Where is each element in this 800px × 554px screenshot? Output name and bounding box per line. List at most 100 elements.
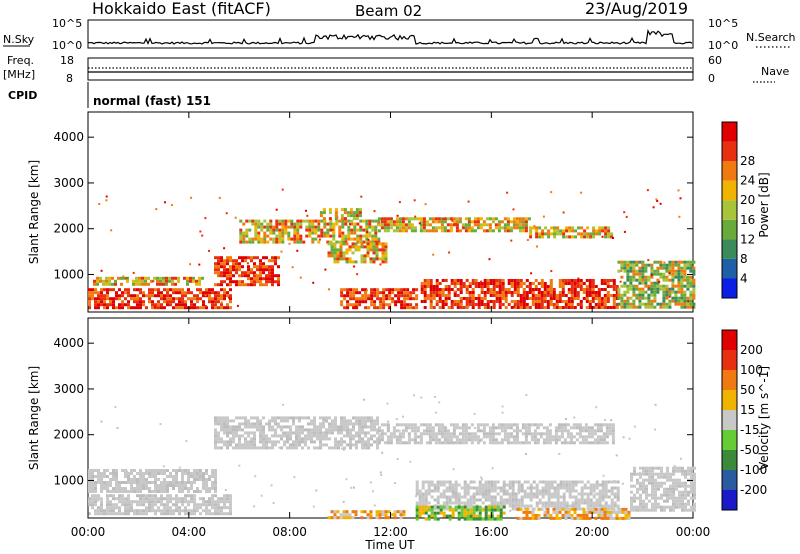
velocity-cell <box>91 503 94 507</box>
power-cell <box>311 225 315 229</box>
velocity-cell <box>587 432 591 436</box>
velocity-cell <box>211 475 214 478</box>
velocity-cell <box>157 500 160 504</box>
velocity-cell <box>639 493 642 497</box>
colorbar-swatch <box>722 258 737 279</box>
power-cell <box>242 237 246 241</box>
velocity-cell <box>184 509 187 513</box>
power-cell <box>455 229 459 233</box>
power-cell <box>647 263 651 267</box>
power-cell <box>400 300 404 304</box>
power-cell <box>573 297 577 300</box>
velocity-cell <box>202 478 205 481</box>
velocity-cell <box>448 495 452 499</box>
power-cell <box>159 279 162 283</box>
power-cell <box>340 303 344 307</box>
velocity-cell <box>578 435 582 439</box>
velocity-cell <box>369 516 373 520</box>
velocity-cell <box>687 493 690 497</box>
velocity-cell <box>484 517 488 521</box>
velocity-cell <box>286 434 289 438</box>
velocity-cell <box>112 469 115 472</box>
power-cell <box>471 288 475 291</box>
power-cell <box>121 306 124 310</box>
velocity-cell <box>530 423 534 427</box>
velocity-cell <box>639 508 642 512</box>
velocity-cell <box>178 500 181 504</box>
power-cell <box>543 294 547 297</box>
velocity-cell <box>603 516 607 520</box>
velocity-cell <box>602 438 606 442</box>
power-cell <box>368 240 372 244</box>
power-cell <box>555 303 559 306</box>
power-cell <box>272 237 276 241</box>
power-cell <box>371 219 375 223</box>
velocity-cell <box>666 496 669 500</box>
power-cell <box>483 294 487 297</box>
power-cell <box>208 291 211 295</box>
power-cell <box>281 225 285 229</box>
velocity-cell <box>616 498 620 502</box>
velocity-cell <box>630 475 633 479</box>
velocity-cell <box>687 499 690 503</box>
velocity-cell <box>184 472 187 475</box>
velocity-cell <box>445 507 449 511</box>
velocity-cell <box>88 472 91 475</box>
velocity-cell <box>407 435 411 439</box>
power-cell <box>373 210 376 213</box>
velocity-cell <box>301 437 304 441</box>
velocity-cell <box>627 510 631 514</box>
power-cell <box>482 223 486 227</box>
power-cell <box>348 260 352 264</box>
velocity-cell <box>160 497 163 501</box>
velocity-cell <box>298 428 301 432</box>
velocity-cell <box>280 428 283 432</box>
velocity-cell <box>346 443 349 447</box>
power-cell <box>568 235 572 239</box>
velocity-cell <box>304 437 307 441</box>
velocity-cell <box>425 429 429 433</box>
velocity-cell <box>106 500 109 504</box>
power-cell <box>262 256 265 260</box>
velocity-cell <box>651 466 654 470</box>
velocity-cell <box>558 510 562 514</box>
velocity-cell <box>478 486 482 490</box>
power-cell <box>157 294 160 298</box>
power-cell <box>683 305 687 309</box>
velocity-cell <box>265 434 268 438</box>
power-cell <box>632 278 636 282</box>
power-cell <box>429 306 433 309</box>
power-cell <box>187 291 190 295</box>
velocity-cell <box>675 487 678 491</box>
velocity-cell <box>461 423 465 427</box>
velocity-cell <box>205 506 208 510</box>
velocity-cell <box>124 506 127 510</box>
power-cell <box>441 291 445 294</box>
power-cell <box>626 290 630 294</box>
power-cell <box>453 285 457 288</box>
power-cell <box>653 260 657 264</box>
velocity-cell <box>232 446 235 450</box>
velocity-cell <box>482 441 486 445</box>
velocity-cell <box>214 481 217 484</box>
velocity-cell <box>424 505 428 509</box>
velocity-cell <box>603 507 607 511</box>
velocity-cell <box>295 446 298 450</box>
power-cell <box>680 269 684 273</box>
velocity-cell <box>666 499 669 503</box>
velocity-cell <box>606 516 610 520</box>
power-cell <box>323 222 327 226</box>
velocity-cell <box>472 505 476 509</box>
velocity-cell <box>337 425 340 429</box>
power-cell <box>686 278 690 282</box>
power-cell <box>455 223 459 227</box>
velocity-cell <box>322 434 325 438</box>
velocity-cell <box>544 492 548 496</box>
power-cell <box>432 253 435 256</box>
velocity-cell <box>518 429 522 433</box>
velocity-cell <box>424 495 428 499</box>
power-cell <box>391 297 395 301</box>
velocity-cell <box>373 425 376 429</box>
y-tick-label: 3000 <box>53 176 84 190</box>
power-cell <box>172 288 175 292</box>
